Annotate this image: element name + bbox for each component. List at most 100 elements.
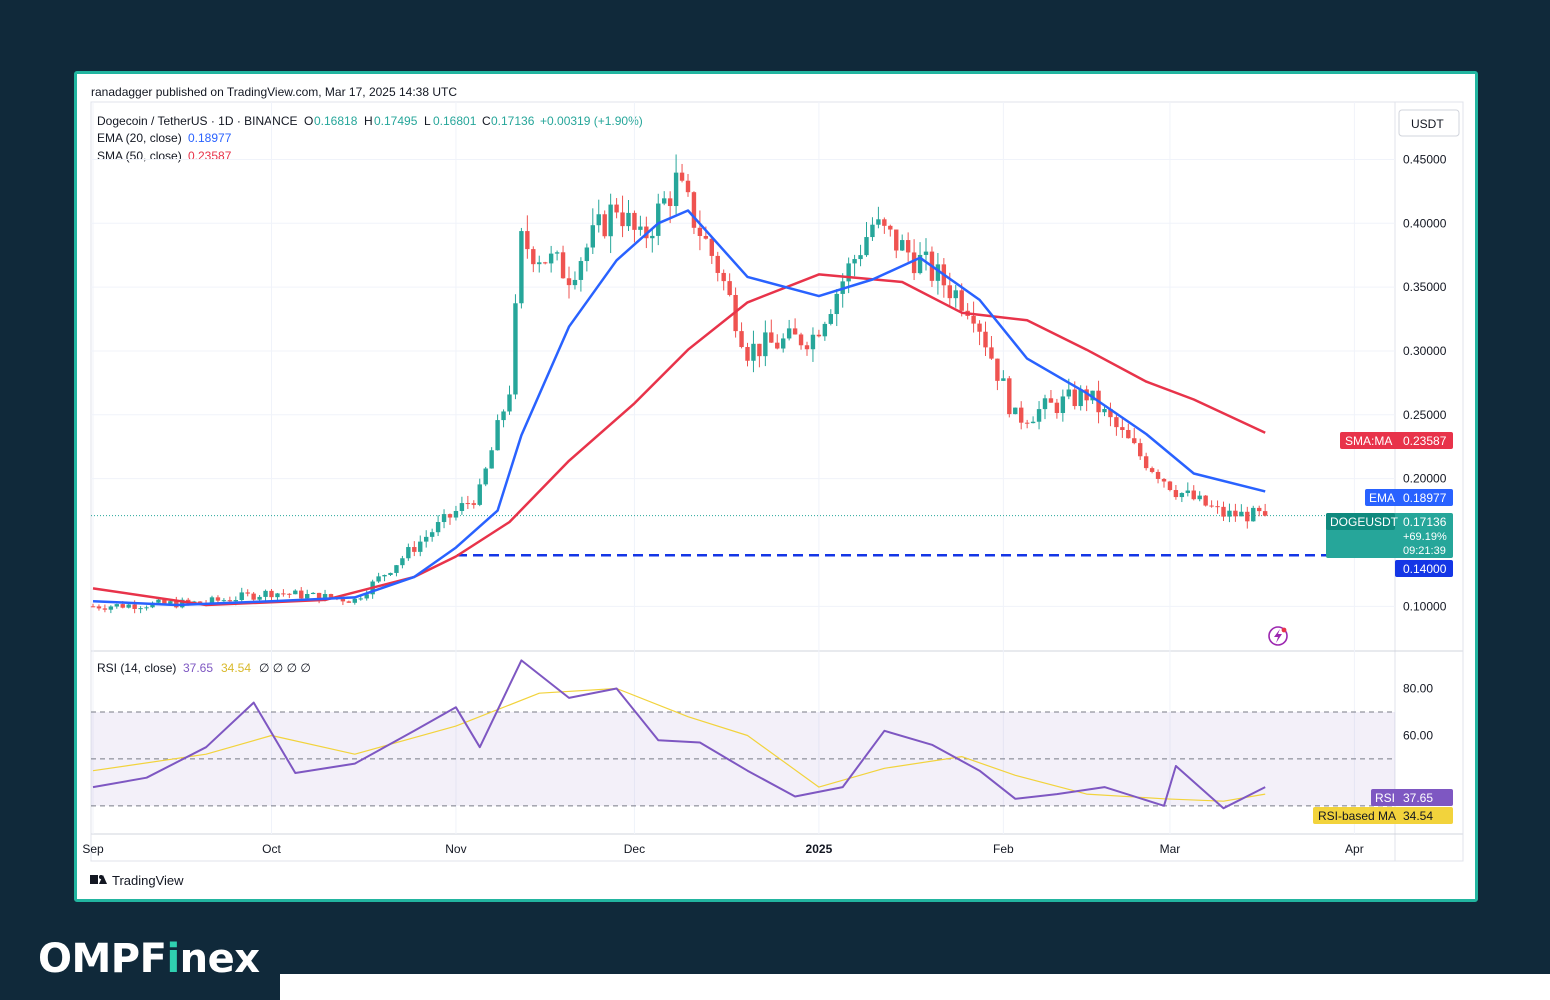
candle-body: [406, 547, 411, 559]
candle-body: [822, 323, 828, 337]
candle-body: [911, 252, 917, 274]
candle-body: [763, 332, 768, 357]
price-tick-label: 0.35000: [1403, 280, 1447, 294]
candle-body: [590, 225, 595, 248]
candle-body: [602, 214, 607, 237]
candle-body: [382, 574, 387, 577]
candle-body: [757, 343, 762, 357]
candle-body: [287, 593, 292, 595]
candle-body: [769, 332, 774, 343]
candle-body: [864, 237, 869, 256]
candle-body: [1126, 429, 1131, 439]
candle-body: [1036, 409, 1042, 422]
candle-body: [120, 604, 125, 608]
candle-body: [477, 484, 482, 505]
currency-box[interactable]: [1398, 109, 1460, 137]
candle-body: [983, 331, 988, 348]
candle-body: [810, 334, 816, 350]
sma-tag-value: 0.23587: [1403, 434, 1447, 448]
candle-body: [888, 225, 893, 230]
ohlc-l-label: L: [424, 114, 431, 128]
lightning-icon[interactable]: [1268, 626, 1288, 646]
candle-body: [465, 503, 471, 505]
candle-body: [608, 204, 613, 237]
ema-legend-value: 0.18977: [188, 131, 232, 145]
candle-body: [447, 514, 453, 518]
candle-body: [1060, 396, 1066, 414]
candle-body: [572, 279, 578, 286]
price-tick-label: 0.40000: [1403, 216, 1447, 230]
candle-body: [1042, 398, 1048, 410]
candle-body: [1030, 421, 1036, 424]
candle-body: [745, 347, 750, 361]
candle-body: [1108, 408, 1113, 418]
candle-body: [168, 601, 173, 604]
candle-body: [1054, 402, 1060, 414]
candle-body: [560, 252, 566, 279]
candle-body: [144, 607, 149, 609]
sma-legend-label[interactable]: SMA (50, close): [97, 149, 182, 163]
candle-body: [727, 281, 732, 296]
candle-body: [971, 315, 976, 324]
rsi-tick-label: 80.00: [1403, 682, 1433, 696]
candle-body: [1132, 438, 1137, 444]
candle-body: [1167, 481, 1173, 491]
candle-body: [620, 212, 625, 227]
candle-body: [346, 601, 352, 603]
candle-body: [626, 212, 631, 227]
rsi-pane: [91, 711, 1395, 807]
candle-body: [554, 252, 560, 254]
ohlc-close: 0.17136: [491, 114, 535, 128]
candle-body: [233, 600, 238, 602]
candle-body: [786, 328, 792, 339]
rsi-legend-extra: ∅ ∅ ∅ ∅: [259, 661, 311, 675]
candle-body: [537, 262, 542, 265]
candle-body: [650, 235, 655, 239]
price-tag-change: +69.19%: [1403, 531, 1447, 543]
candle-body: [299, 590, 304, 599]
candle-body: [804, 345, 810, 350]
candle-body: [376, 576, 381, 582]
candle-body: [667, 198, 673, 207]
ema-legend-label[interactable]: EMA (20, close): [97, 131, 182, 145]
candle-body: [721, 272, 726, 282]
candle-body: [1149, 468, 1155, 472]
candle-body: [1185, 490, 1190, 493]
sma-tag: [1340, 432, 1453, 449]
candle-body: [251, 593, 256, 600]
candle-body: [1221, 506, 1226, 517]
rsi-ma-legend-value: 34.54: [221, 661, 251, 675]
candle-body: [995, 358, 1000, 381]
ema-tag-name: EMA: [1369, 491, 1395, 505]
candle-body: [596, 214, 601, 226]
ohlc-o-label: O: [304, 114, 313, 128]
candle-body: [894, 229, 899, 251]
candle-body: [263, 590, 268, 597]
plot-border: [90, 101, 1464, 862]
brand-part-i: i: [166, 936, 180, 982]
candle-body: [638, 226, 643, 230]
candle-body: [221, 600, 227, 602]
time-tick-label: Nov: [445, 842, 466, 856]
chart-canvas[interactable]: USDT ranadagger published on TradingView…: [77, 74, 1475, 899]
candle-body: [1114, 417, 1119, 428]
candle-body: [900, 240, 905, 251]
published-text: ranadagger published on TradingView.com,…: [91, 85, 457, 99]
candle-body: [340, 598, 346, 602]
candle-body: [394, 565, 399, 573]
candle-body: [1251, 507, 1256, 522]
candle-body: [257, 596, 262, 600]
candle-body: [775, 342, 780, 349]
candle-body: [108, 606, 114, 610]
candle-body: [1090, 390, 1095, 401]
candle-body: [656, 203, 661, 236]
rsi-legend-label[interactable]: RSI (14, close): [97, 661, 176, 675]
candle-body: [566, 278, 572, 286]
candle-body: [751, 343, 756, 361]
candle-body: [186, 599, 191, 603]
candle-body: [1084, 389, 1089, 401]
candle-body: [435, 522, 441, 533]
sma-legend-value: 0.23587: [188, 149, 232, 163]
hline-tag: [1395, 560, 1453, 577]
symbol-title[interactable]: Dogecoin / TetherUS · 1D · BINANCE: [97, 114, 298, 128]
